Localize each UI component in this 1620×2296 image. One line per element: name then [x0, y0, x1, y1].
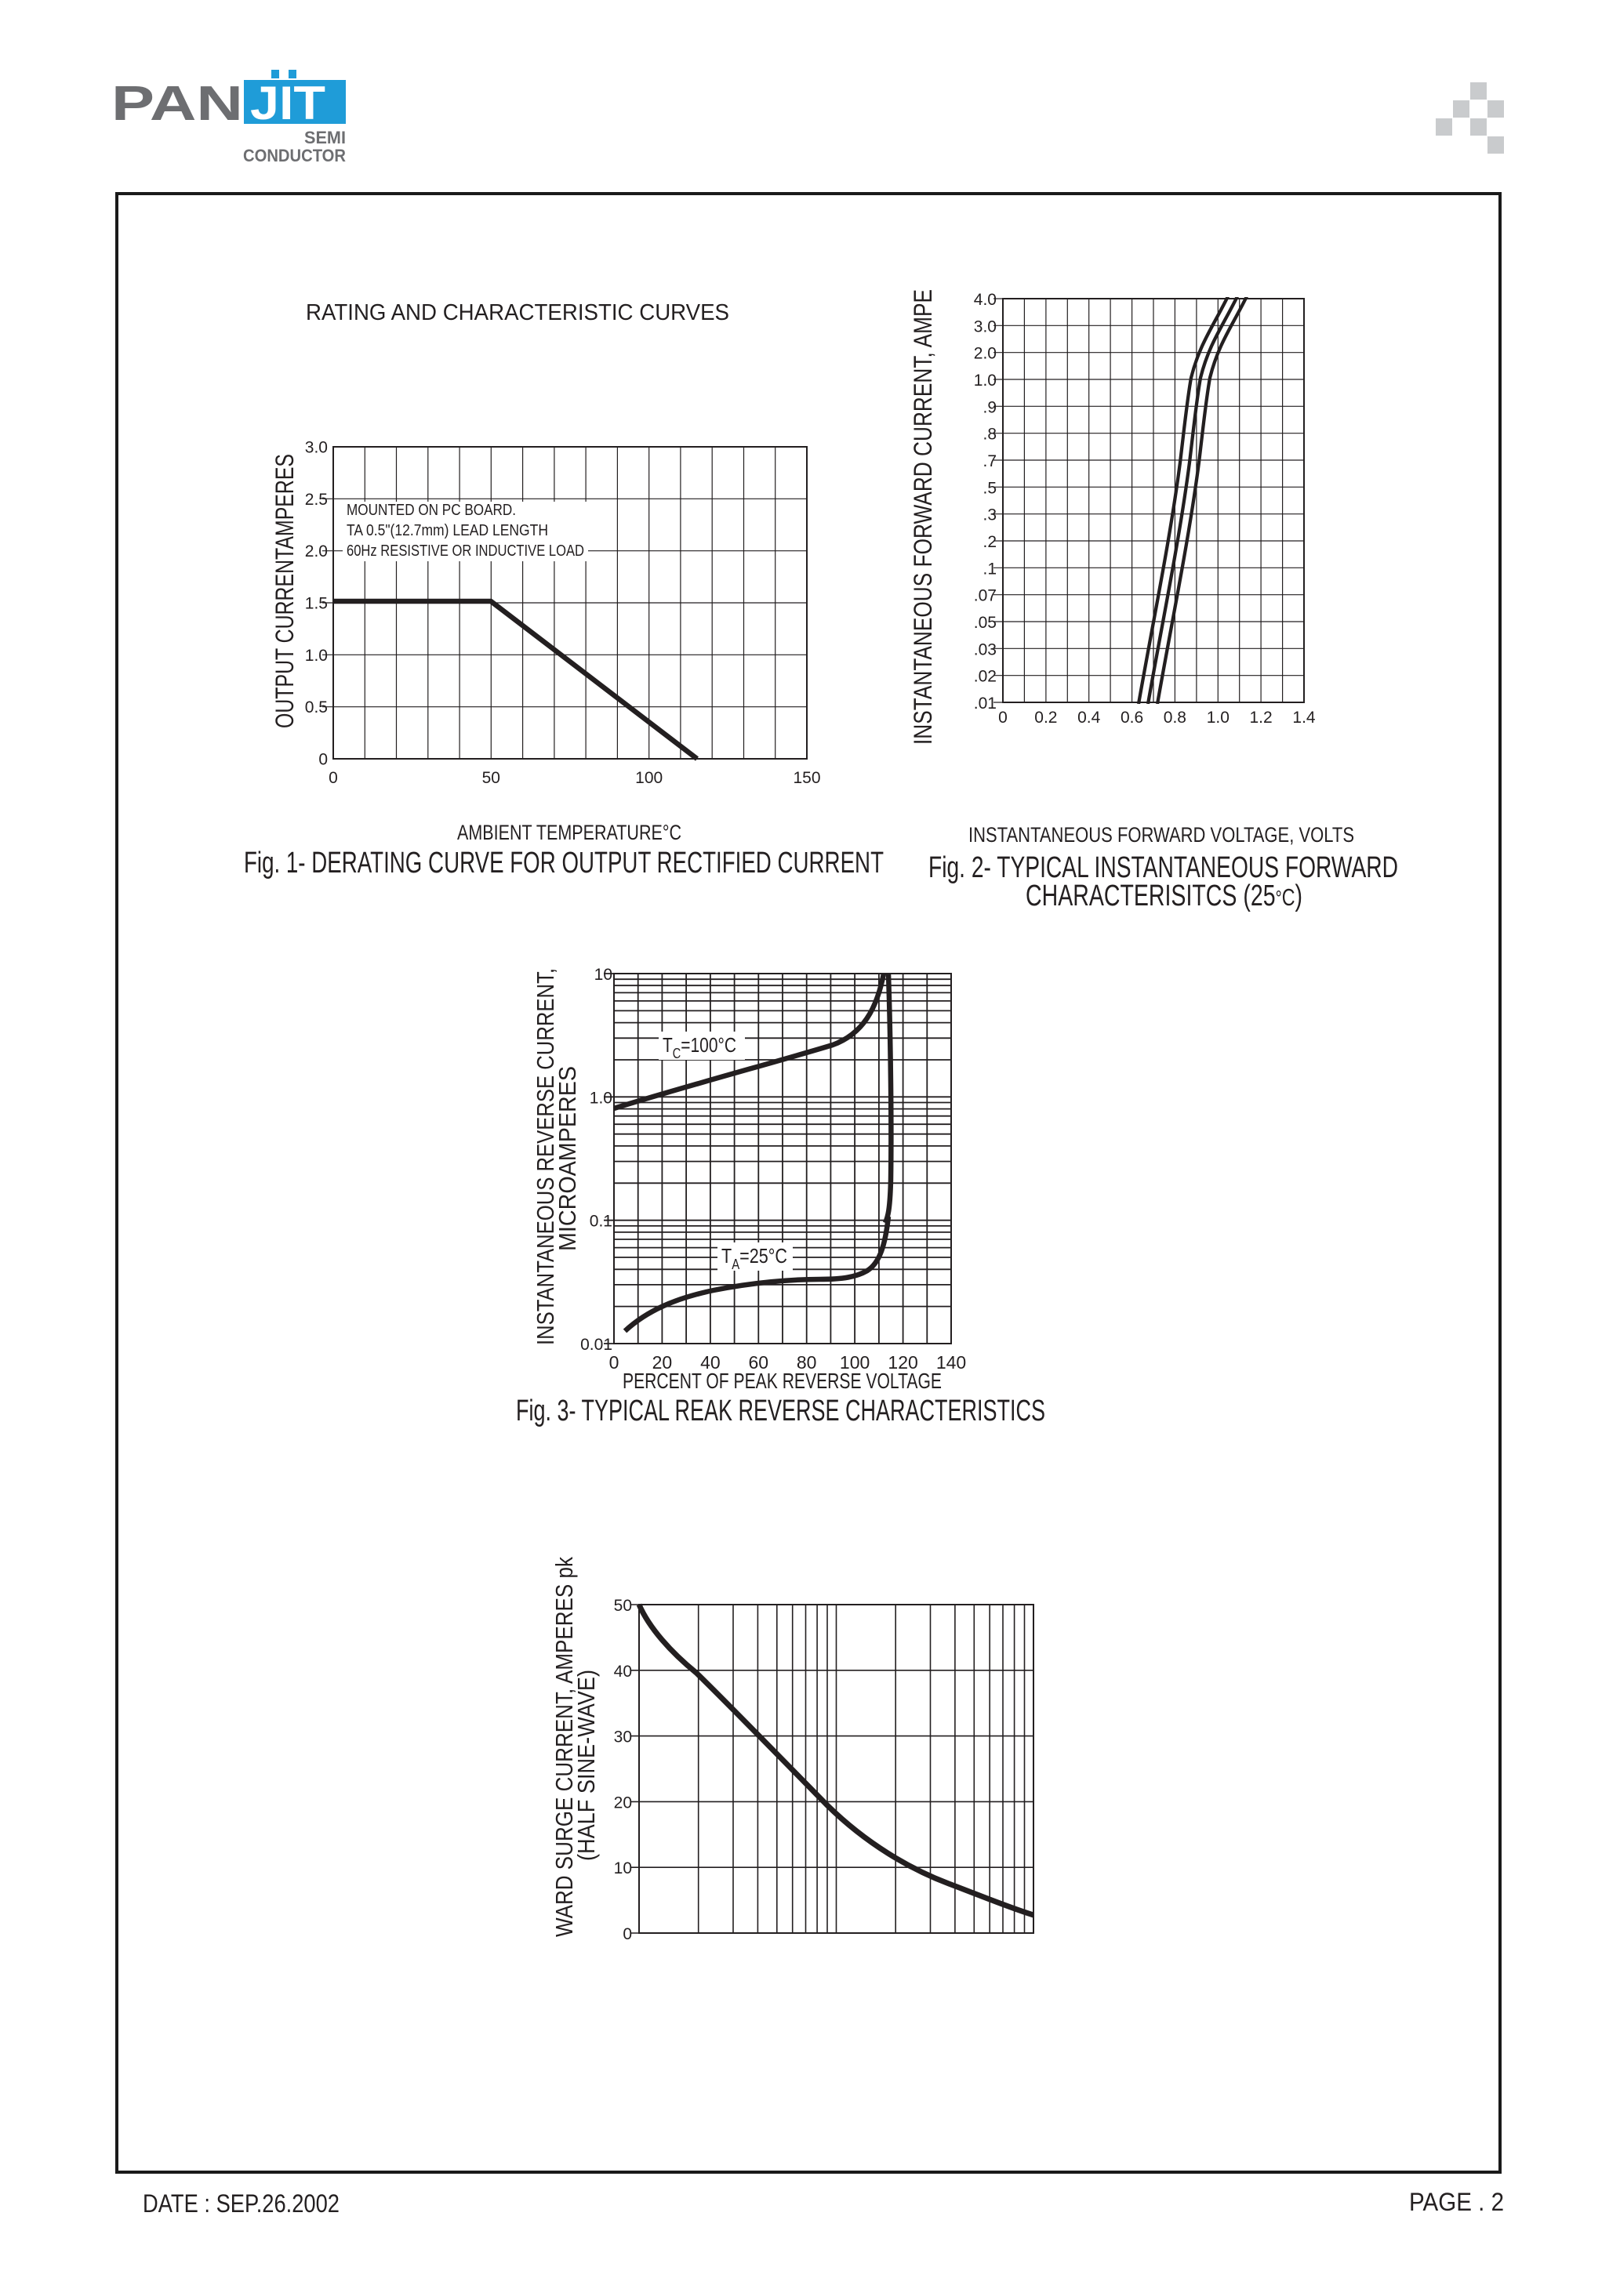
svg-text:.2: .2 — [983, 533, 997, 551]
svg-text:TA 0.5"(12.7mm) LEAD LENGTH: TA 0.5"(12.7mm) LEAD LENGTH — [347, 522, 548, 539]
svg-text:0: 0 — [998, 709, 1008, 727]
svg-text:2.5: 2.5 — [305, 491, 328, 509]
svg-text:.03: .03 — [974, 640, 997, 658]
svg-text:0.01: 0.01 — [580, 1336, 612, 1354]
svg-text:WARD SURGE CURRENT, AMPERES pk: WARD SURGE CURRENT, AMPERES pk — [550, 1557, 578, 1937]
svg-text:140: 140 — [936, 1352, 966, 1373]
svg-text:40: 40 — [700, 1352, 721, 1373]
svg-text:0.6: 0.6 — [1121, 709, 1143, 727]
svg-text:.3: .3 — [983, 506, 997, 524]
svg-text:20: 20 — [652, 1352, 673, 1373]
svg-text:1.0: 1.0 — [305, 647, 328, 665]
svg-text:150: 150 — [793, 769, 820, 787]
svg-text:80: 80 — [797, 1352, 817, 1373]
svg-text:.7: .7 — [983, 452, 997, 470]
svg-text:1.2: 1.2 — [1249, 709, 1272, 727]
svg-text:1.0: 1.0 — [1207, 709, 1230, 727]
svg-text:1.4: 1.4 — [1292, 709, 1316, 727]
svg-text:INSTANTANEOUS FORWARD CURRENT,: INSTANTANEOUS FORWARD CURRENT, AMPE — [909, 289, 937, 745]
svg-text:CHARACTERISITCS (25°C): CHARACTERISITCS (25°C) — [1026, 880, 1302, 912]
svg-text:2.0: 2.0 — [974, 345, 997, 363]
svg-text:50: 50 — [482, 769, 500, 787]
svg-text:.5: .5 — [983, 479, 997, 497]
svg-text:PERCENT OF PEAK REVERSE VOLTAG: PERCENT OF PEAK REVERSE VOLTAGE — [623, 1369, 942, 1393]
svg-text:0.2: 0.2 — [1034, 709, 1057, 727]
svg-text:.05: .05 — [974, 614, 997, 632]
svg-text:0: 0 — [609, 1352, 619, 1373]
svg-text:50: 50 — [614, 1597, 632, 1615]
svg-text:0.4: 0.4 — [1077, 709, 1101, 727]
svg-text:.02: .02 — [974, 668, 997, 686]
svg-text:20: 20 — [614, 1794, 632, 1812]
svg-text:3.0: 3.0 — [305, 439, 328, 457]
svg-text:10: 10 — [594, 966, 612, 984]
svg-text:Fig. 1- DERATING CURVE FOR OUT: Fig. 1- DERATING CURVE FOR OUTPUT RECTIF… — [244, 847, 884, 880]
svg-text:100: 100 — [635, 769, 663, 787]
svg-text:0.5: 0.5 — [305, 698, 328, 716]
svg-text:MICROAMPERES: MICROAMPERES — [554, 1066, 581, 1251]
svg-text:1.0: 1.0 — [590, 1089, 612, 1107]
svg-text:1.5: 1.5 — [305, 595, 328, 613]
svg-text:MOUNTED ON PC BOARD.: MOUNTED ON PC BOARD. — [347, 502, 516, 519]
svg-text:DATE : SEP.26.2002: DATE : SEP.26.2002 — [143, 2189, 340, 2218]
svg-text:.1: .1 — [983, 560, 997, 578]
svg-text:0.1: 0.1 — [590, 1213, 612, 1231]
svg-text:INSTANTANEOUS REVERSE CURRENT,: INSTANTANEOUS REVERSE CURRENT, — [532, 968, 559, 1345]
svg-text:.01: .01 — [974, 695, 997, 713]
svg-text:0: 0 — [623, 1925, 632, 1943]
svg-text:Fig. 3- TYPICAL REAK REVERSE C: Fig. 3- TYPICAL REAK REVERSE CHARACTERIS… — [516, 1395, 1045, 1427]
svg-text:1.0: 1.0 — [974, 372, 997, 390]
svg-text:30: 30 — [614, 1728, 632, 1746]
svg-text:3.0: 3.0 — [974, 317, 997, 336]
svg-text:40: 40 — [614, 1663, 632, 1681]
svg-text:10: 10 — [614, 1859, 632, 1877]
svg-text:60: 60 — [749, 1352, 769, 1373]
svg-text:CONDUCTOR: CONDUCTOR — [243, 146, 346, 165]
svg-text:OUTPUT CURRENTAMPERES: OUTPUT CURRENTAMPERES — [271, 454, 299, 728]
svg-text:INSTANTANEOUS FORWARD VOLTAGE,: INSTANTANEOUS FORWARD VOLTAGE, VOLTS — [968, 823, 1354, 847]
svg-text:PAN: PAN — [111, 77, 243, 131]
svg-text:.8: .8 — [983, 426, 997, 444]
svg-text:2.0: 2.0 — [305, 542, 328, 560]
svg-text:Fig. 2- TYPICAL INSTANTANEOUS: Fig. 2- TYPICAL INSTANTANEOUS FORWARD — [928, 851, 1398, 884]
svg-text:PAGE . 2: PAGE . 2 — [1409, 2188, 1504, 2216]
svg-text:0.8: 0.8 — [1164, 709, 1186, 727]
svg-text:(HALF SINE-WAVE): (HALF SINE-WAVE) — [572, 1670, 600, 1861]
svg-text:100: 100 — [840, 1352, 870, 1373]
svg-text:60Hz RESISTIVE OR INDUCTIVE LO: 60Hz RESISTIVE OR INDUCTIVE LOAD — [347, 542, 584, 560]
svg-text:4.0: 4.0 — [974, 291, 997, 309]
svg-text:AMBIENT TEMPERATURE°C: AMBIENT TEMPERATURE°C — [457, 821, 681, 844]
svg-text:120: 120 — [888, 1352, 917, 1373]
svg-text:SEMI: SEMI — [304, 128, 346, 147]
svg-text:RATING AND CHARACTERISTIC CURV: RATING AND CHARACTERISTIC CURVES — [306, 300, 729, 325]
svg-text:0: 0 — [329, 769, 338, 787]
svg-text:.9: .9 — [983, 398, 997, 416]
svg-text:.07: .07 — [974, 587, 997, 605]
svg-text:JIT: JIT — [250, 77, 325, 129]
svg-text:0: 0 — [318, 751, 328, 769]
